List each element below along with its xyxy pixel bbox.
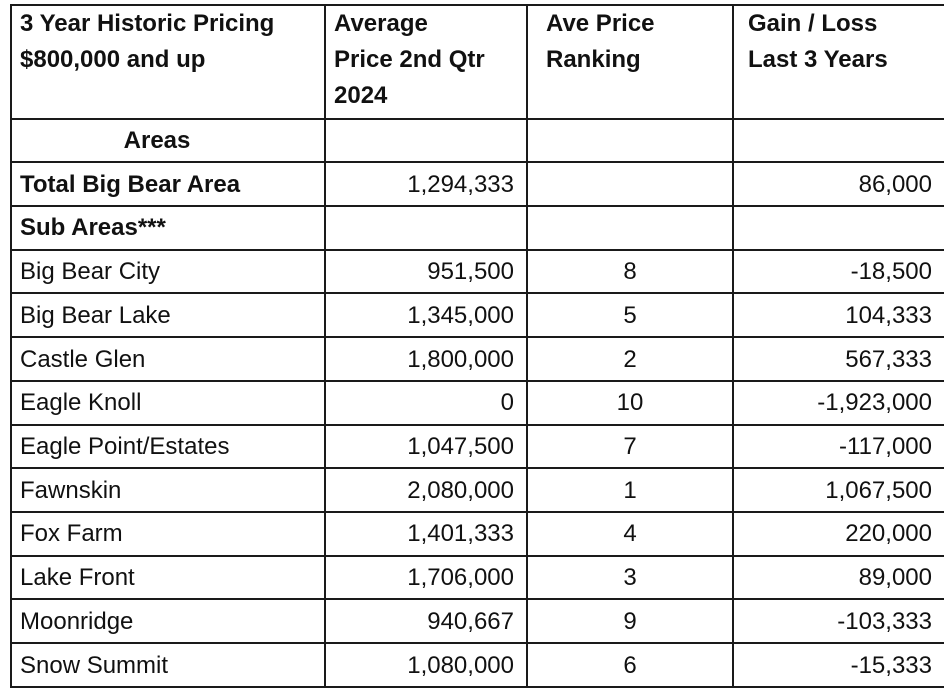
price-ranking: 7	[526, 423, 734, 470]
table-row: Eagle Knoll 0 10 -1,923,000	[10, 379, 944, 426]
historic-pricing-table: 3 Year Historic Pricing $800,000 and up …	[10, 4, 944, 688]
price-ranking: 4	[526, 511, 734, 557]
table-row: Snow Summit 1,080,000 6 -15,333	[10, 642, 944, 688]
price-ranking: 8	[526, 248, 734, 295]
header-gain-loss-line1: Gain / Loss	[748, 10, 878, 37]
header-gain-loss-line2: Last 3 Years	[748, 46, 888, 73]
header-gain-loss: Gain / Loss Last 3 Years	[732, 4, 944, 120]
total-gain-loss: 86,000	[732, 161, 944, 208]
area-name: Castle Glen	[10, 336, 326, 382]
area-name: Moonridge	[10, 598, 326, 645]
table-row: Fawnskin 2,080,000 1 1,067,500	[10, 467, 944, 514]
table-row: Big Bear City 951,500 8 -18,500	[10, 248, 944, 295]
average-price: 0	[324, 379, 528, 426]
area-name: Big Bear Lake	[10, 292, 326, 339]
gain-loss: -103,333	[732, 598, 944, 645]
pricing-table-sheet: 3 Year Historic Pricing $800,000 and up …	[10, 4, 944, 690]
total-row: Total Big Bear Area 1,294,333 86,000	[10, 161, 944, 208]
empty-cell	[526, 205, 734, 251]
average-price: 1,401,333	[324, 511, 528, 557]
sub-areas-section-label: Sub Areas***	[10, 205, 326, 251]
header-historic-pricing-line1: 3 Year Historic Pricing	[20, 10, 275, 37]
table-row: Fox Farm 1,401,333 4 220,000	[10, 511, 944, 557]
price-ranking: 1	[526, 467, 734, 514]
table-row: Moonridge 940,667 9 -103,333	[10, 598, 944, 645]
total-ranking	[526, 161, 734, 208]
gain-loss: -15,333	[732, 642, 944, 688]
price-ranking: 10	[526, 379, 734, 426]
header-price-ranking-line1: Ave Price	[546, 10, 655, 37]
table-header-row: 3 Year Historic Pricing $800,000 and up …	[10, 4, 944, 120]
total-area-label: Total Big Bear Area	[10, 161, 326, 208]
gain-loss: -18,500	[732, 248, 944, 295]
area-name: Snow Summit	[10, 642, 326, 688]
header-historic-pricing-line2: $800,000 and up	[20, 46, 206, 73]
gain-loss: -1,923,000	[732, 379, 944, 426]
price-ranking: 3	[526, 554, 734, 601]
header-price-ranking-line2: Ranking	[546, 46, 641, 73]
average-price: 1,047,500	[324, 423, 528, 470]
header-average-price-line3: 2024	[334, 82, 388, 109]
gain-loss: 104,333	[732, 292, 944, 339]
gain-loss: 1,067,500	[732, 467, 944, 514]
table-row: Big Bear Lake 1,345,000 5 104,333	[10, 292, 944, 339]
gain-loss: -117,000	[732, 423, 944, 470]
areas-section-label: Areas	[10, 117, 326, 164]
empty-cell	[526, 117, 734, 164]
table-row: Eagle Point/Estates 1,047,500 7 -117,000	[10, 423, 944, 470]
price-ranking: 5	[526, 292, 734, 339]
empty-cell	[732, 117, 944, 164]
average-price: 1,345,000	[324, 292, 528, 339]
sub-areas-section-row: Sub Areas***	[10, 205, 944, 251]
average-price: 1,080,000	[324, 642, 528, 688]
header-historic-pricing: 3 Year Historic Pricing $800,000 and up	[10, 4, 326, 120]
price-ranking: 9	[526, 598, 734, 645]
gain-loss: 220,000	[732, 511, 944, 557]
header-average-price-line1: Average	[334, 10, 428, 37]
average-price: 1,706,000	[324, 554, 528, 601]
average-price: 951,500	[324, 248, 528, 295]
gain-loss: 567,333	[732, 336, 944, 382]
empty-cell	[324, 117, 528, 164]
area-name: Fox Farm	[10, 511, 326, 557]
average-price: 1,800,000	[324, 336, 528, 382]
table-row: Castle Glen 1,800,000 2 567,333	[10, 336, 944, 382]
empty-cell	[324, 205, 528, 251]
area-name: Fawnskin	[10, 467, 326, 514]
total-average-price: 1,294,333	[324, 161, 528, 208]
header-average-price: Average Price 2nd Qtr 2024	[324, 4, 528, 120]
area-name: Eagle Knoll	[10, 379, 326, 426]
average-price: 940,667	[324, 598, 528, 645]
area-name: Lake Front	[10, 554, 326, 601]
area-name: Big Bear City	[10, 248, 326, 295]
average-price: 2,080,000	[324, 467, 528, 514]
gain-loss: 89,000	[732, 554, 944, 601]
header-average-price-line2: Price 2nd Qtr	[334, 46, 485, 73]
empty-cell	[732, 205, 944, 251]
areas-section-row: Areas	[10, 117, 944, 164]
header-price-ranking: Ave Price Ranking	[526, 4, 734, 120]
table-row: Lake Front 1,706,000 3 89,000	[10, 554, 944, 601]
area-name: Eagle Point/Estates	[10, 423, 326, 470]
price-ranking: 6	[526, 642, 734, 688]
price-ranking: 2	[526, 336, 734, 382]
